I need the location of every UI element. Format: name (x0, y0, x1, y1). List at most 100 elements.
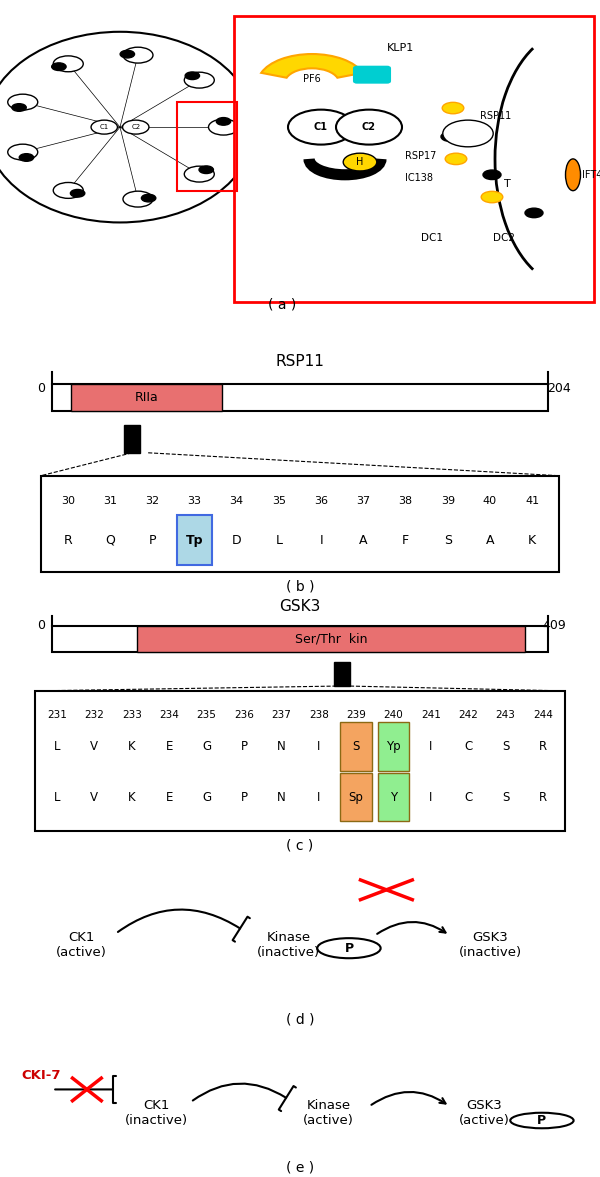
Text: 244: 244 (533, 710, 553, 720)
Text: RSP11: RSP11 (480, 111, 511, 121)
Text: 0: 0 (37, 383, 45, 395)
Circle shape (184, 166, 214, 182)
Text: 243: 243 (496, 710, 515, 720)
Circle shape (142, 194, 156, 202)
Text: E: E (166, 740, 173, 753)
FancyBboxPatch shape (234, 15, 594, 302)
Text: 34: 34 (230, 496, 244, 506)
Text: 40: 40 (483, 496, 497, 506)
FancyBboxPatch shape (340, 773, 372, 822)
Circle shape (52, 62, 66, 71)
Text: Kinase
(active): Kinase (active) (304, 1099, 354, 1128)
Text: N: N (277, 791, 286, 804)
Text: L: L (275, 533, 283, 546)
Text: T: T (503, 179, 511, 189)
FancyBboxPatch shape (137, 626, 526, 652)
FancyBboxPatch shape (41, 476, 559, 572)
Text: G: G (202, 740, 211, 753)
Wedge shape (261, 54, 363, 78)
Text: C1: C1 (314, 122, 328, 132)
Text: Yp: Yp (386, 740, 401, 753)
Circle shape (443, 120, 493, 147)
Text: RSP11: RSP11 (275, 354, 325, 370)
Text: K: K (128, 791, 136, 804)
Text: PF6: PF6 (303, 74, 321, 85)
Text: V: V (91, 740, 98, 753)
Circle shape (343, 153, 377, 171)
Circle shape (481, 192, 503, 202)
Text: I: I (429, 740, 433, 753)
Text: RIIa: RIIa (135, 391, 158, 404)
FancyBboxPatch shape (340, 723, 372, 771)
Text: 241: 241 (421, 710, 441, 720)
Text: S: S (444, 533, 452, 546)
Text: A: A (359, 533, 368, 546)
Ellipse shape (566, 159, 581, 191)
Text: S: S (502, 791, 509, 804)
Circle shape (19, 154, 34, 161)
Text: Ser/Thr  kin: Ser/Thr kin (295, 632, 367, 645)
Circle shape (510, 1112, 574, 1129)
Text: 231: 231 (47, 710, 67, 720)
FancyBboxPatch shape (354, 67, 390, 82)
Circle shape (442, 102, 464, 114)
Text: 32: 32 (145, 496, 159, 506)
Circle shape (12, 104, 26, 112)
Text: Tp: Tp (186, 533, 203, 546)
Text: V: V (91, 791, 98, 804)
Circle shape (53, 182, 83, 199)
Text: IFT43: IFT43 (582, 169, 600, 180)
Circle shape (184, 72, 214, 88)
Circle shape (122, 120, 149, 134)
Text: P: P (344, 942, 353, 955)
Text: K: K (128, 740, 136, 753)
Text: 234: 234 (159, 710, 179, 720)
Text: G: G (202, 791, 211, 804)
Text: C2: C2 (131, 124, 140, 131)
Text: K: K (528, 533, 536, 546)
Text: Q: Q (105, 533, 115, 546)
Circle shape (8, 94, 38, 111)
Circle shape (209, 119, 239, 135)
Circle shape (525, 208, 543, 218)
Text: A: A (486, 533, 494, 546)
Circle shape (120, 51, 134, 58)
Text: 204: 204 (547, 383, 571, 395)
Text: CK1
(active): CK1 (active) (56, 931, 107, 958)
Text: DC2: DC2 (493, 233, 515, 244)
FancyBboxPatch shape (377, 773, 409, 822)
Text: 236: 236 (234, 710, 254, 720)
Circle shape (91, 120, 118, 134)
Text: R: R (539, 791, 547, 804)
Circle shape (441, 132, 459, 141)
Text: 233: 233 (122, 710, 142, 720)
Text: 240: 240 (383, 710, 403, 720)
Text: C2: C2 (362, 122, 376, 132)
Text: KLP1: KLP1 (387, 42, 414, 53)
FancyBboxPatch shape (377, 723, 409, 771)
FancyBboxPatch shape (35, 691, 565, 831)
FancyBboxPatch shape (52, 626, 548, 652)
Text: P: P (241, 791, 247, 804)
Text: L: L (54, 740, 60, 753)
Text: S: S (352, 740, 360, 753)
Circle shape (336, 109, 402, 145)
Text: C1: C1 (100, 124, 109, 131)
Text: 35: 35 (272, 496, 286, 506)
Text: E: E (166, 791, 173, 804)
Text: I: I (317, 740, 320, 753)
Circle shape (185, 72, 200, 80)
Text: 232: 232 (85, 710, 104, 720)
Text: GSK3: GSK3 (280, 599, 320, 614)
Text: P: P (241, 740, 247, 753)
Text: 36: 36 (314, 496, 328, 506)
Text: H: H (356, 157, 364, 167)
Text: 38: 38 (398, 496, 413, 506)
Text: 31: 31 (103, 496, 117, 506)
Text: ( a ): ( a ) (268, 298, 296, 312)
Text: 239: 239 (346, 710, 366, 720)
FancyBboxPatch shape (52, 384, 548, 412)
Text: I: I (319, 533, 323, 546)
Text: L: L (54, 791, 60, 804)
Text: 238: 238 (309, 710, 329, 720)
